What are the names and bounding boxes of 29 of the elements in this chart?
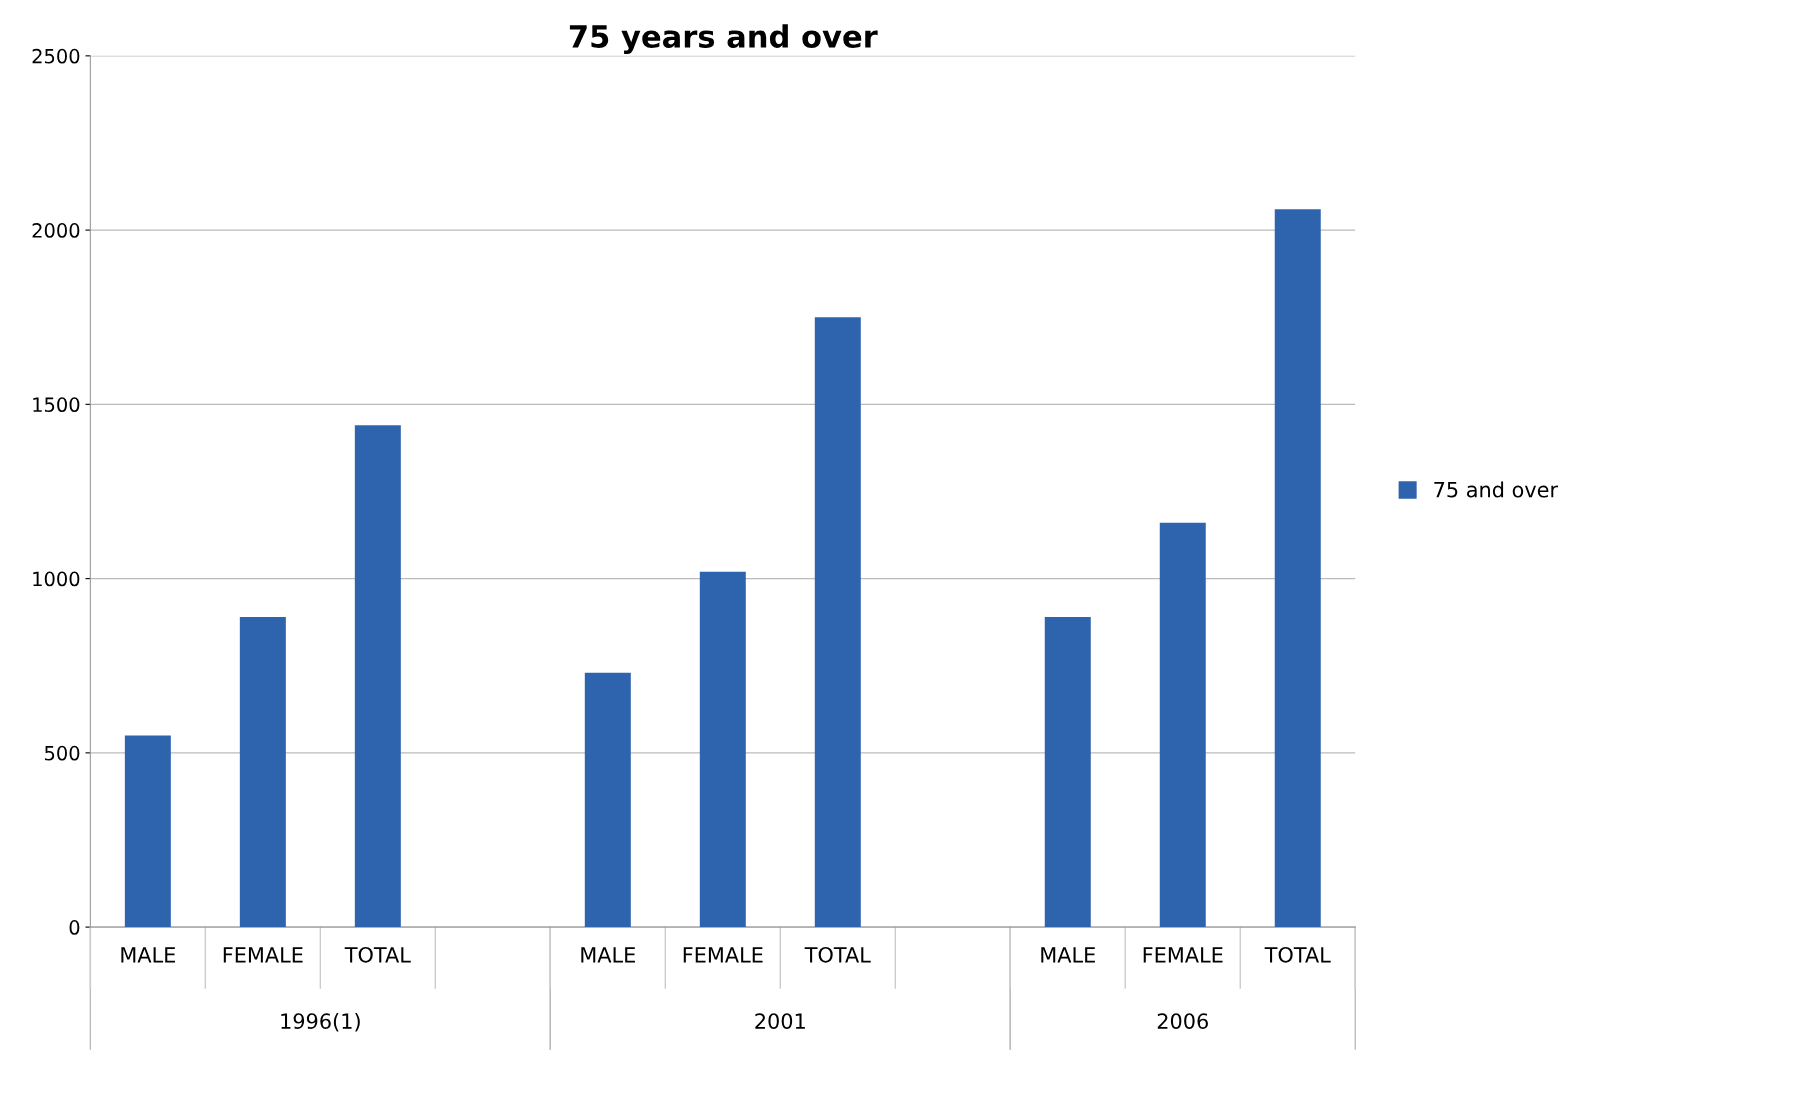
bar bbox=[584, 672, 631, 928]
text: 1996(1) bbox=[281, 1012, 360, 1032]
text: 2006 bbox=[1157, 1013, 1208, 1029]
y-tick-label: 1500 bbox=[33, 397, 80, 413]
bar bbox=[124, 735, 171, 928]
y-tick-label: 2000 bbox=[32, 223, 80, 238]
bar bbox=[1044, 616, 1091, 928]
x-tick-label: MALE bbox=[121, 947, 176, 963]
x-tick-label: FEMALE bbox=[1143, 947, 1223, 963]
y-tick-label: 500 bbox=[45, 745, 80, 761]
y-tick-label: 0 bbox=[69, 920, 80, 935]
bar bbox=[354, 425, 401, 928]
y-tick-label: 2500 bbox=[32, 48, 80, 64]
bar bbox=[239, 616, 286, 928]
x-tick-label: TOTAL bbox=[1264, 946, 1331, 963]
x-tick-label: FEMALE bbox=[683, 947, 763, 963]
legend-label: 75 and over bbox=[1434, 481, 1559, 498]
x-tick-label: MALE bbox=[581, 947, 635, 963]
x-tick-label: TOTAL bbox=[804, 946, 871, 963]
bar bbox=[814, 317, 861, 928]
x-tick-label: MALE bbox=[1041, 947, 1095, 963]
bar bbox=[1159, 522, 1206, 928]
bar bbox=[1274, 209, 1321, 928]
x-tick-label: FEMALE bbox=[223, 947, 303, 963]
text: 2001 bbox=[755, 1013, 805, 1029]
bar bbox=[699, 571, 746, 928]
x-tick-label: TOTAL bbox=[344, 946, 411, 963]
y-tick-label: 1000 bbox=[33, 571, 80, 587]
chart-title: 75 years and over bbox=[569, 24, 878, 55]
